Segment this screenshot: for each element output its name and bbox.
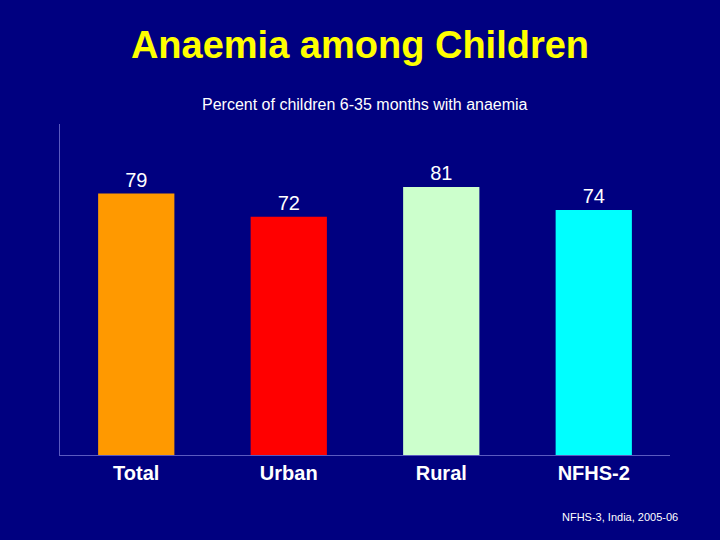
svg-text:Total: Total: [113, 462, 159, 484]
svg-text:81: 81: [430, 162, 452, 184]
svg-text:74: 74: [583, 185, 605, 207]
svg-text:Rural: Rural: [416, 462, 467, 484]
svg-text:NFHS-3, India, 2005-06: NFHS-3, India, 2005-06: [562, 511, 678, 523]
svg-text:Urban: Urban: [260, 462, 318, 484]
svg-text:NFHS-2: NFHS-2: [558, 462, 630, 484]
svg-text:79: 79: [125, 169, 147, 191]
svg-text:Anaemia among Children: Anaemia among Children: [131, 24, 589, 66]
svg-text:Percent of children 6-35 month: Percent of children 6-35 months with ana…: [202, 96, 528, 113]
svg-text:72: 72: [278, 192, 300, 214]
